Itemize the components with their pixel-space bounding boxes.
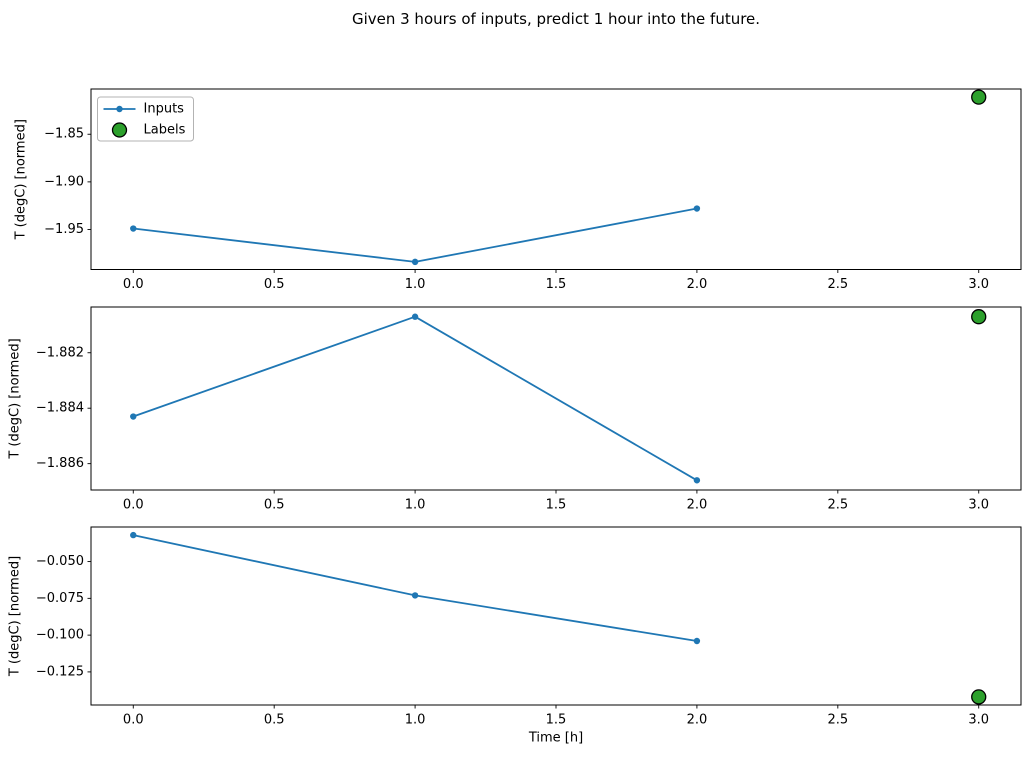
input-point [693,477,701,484]
y-axis-label: T (degC) [normed] [14,119,29,240]
input-point [130,531,137,539]
x-tick-label: 2.0 [687,277,708,292]
y-axis-label: T (degC) [normed] [8,556,23,677]
x-tick-label: 1.5 [546,713,567,728]
label-point [971,689,987,705]
y-tick-label: −0.100 [36,628,84,643]
input-point [693,205,701,212]
x-tick-label: 1.5 [546,498,567,513]
x-tick-label: 0.0 [123,277,144,292]
x-tick-label: 0.0 [123,498,144,513]
y-tick-label: −1.884 [36,401,84,416]
input-point [130,413,137,420]
x-axis-label: Time [h] [528,731,583,746]
inputs-line [132,534,698,642]
x-tick-label: 1.5 [546,277,567,292]
x-tick-label: 2.5 [827,713,848,728]
axes-spines [90,526,1022,706]
y-tick-label: −1.90 [44,174,84,189]
y-axis-label: T (degC) [normed] [8,338,23,459]
y-tick-label: −0.075 [36,591,84,606]
subplot-2: 0.0 0.5 1.0 1.5 2.0 2.5 3.0 −1.882 −1.884 −1.886 T… [8,306,1022,513]
x-tick-label: 3.0 [968,498,989,513]
legend: Inputs Labels [97,96,194,142]
subplot-1: 0.0 0.5 1.0 1.5 2.0 2.5 3.0 −1.85 −1.90 −1.95 T (d… [14,88,1022,292]
x-tick-label: 0.5 [264,277,285,292]
legend-inputs-dot-icon [116,105,123,113]
input-point [411,592,419,599]
x-tick-label: 2.0 [687,498,708,513]
x-tick-label: 3.0 [968,713,989,728]
x-tick-label: 3.0 [968,277,989,292]
x-tick-label: 0.5 [264,713,285,728]
label-point [971,89,987,105]
x-tick-label: 0.5 [264,498,285,513]
subplot-3: 0.0 0.5 1.0 1.5 2.0 2.5 3.0 −0.050 −0.075 −0.100 −… [8,526,1022,746]
input-point [693,637,701,645]
input-point [130,225,137,232]
x-tick-label: 0.0 [123,713,144,728]
y-tick-label: −1.95 [44,222,84,237]
y-tick-label: −0.125 [36,664,84,679]
legend-label-labels: Labels [144,123,186,138]
y-tick-label: −1.886 [36,456,84,471]
y-tick-label: −0.050 [36,554,84,569]
x-tick-label: 1.0 [405,277,426,292]
axes-spines [90,88,1022,270]
legend-labels-circle-icon [111,122,128,138]
y-tick-label: −1.882 [36,345,84,360]
x-tick-label: 1.0 [405,713,426,728]
x-tick-label: 1.0 [405,498,426,513]
legend-label-inputs: Inputs [144,102,185,117]
x-tick-label: 2.5 [827,277,848,292]
y-tick-label: −1.85 [44,127,84,142]
figure-title: Given 3 hours of inputs, predict 1 hour … [351,10,761,28]
input-point [411,313,419,320]
label-point [971,309,987,325]
inputs-line [132,207,698,263]
inputs-line [132,315,698,482]
input-point [411,258,419,266]
x-tick-label: 2.0 [687,713,708,728]
x-tick-label: 2.5 [827,498,848,513]
